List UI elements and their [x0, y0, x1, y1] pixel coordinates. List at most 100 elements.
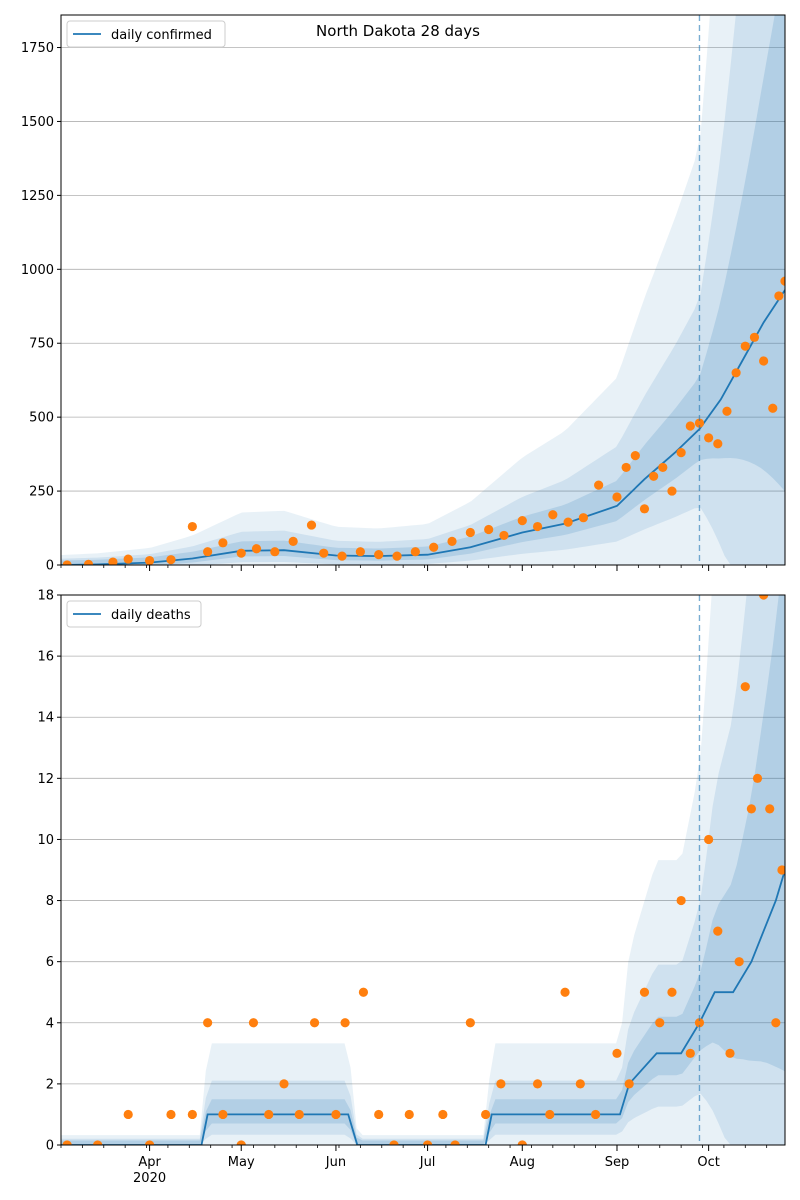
y-tick-label: 1750	[21, 41, 54, 56]
data-point	[294, 1109, 304, 1120]
data-point	[248, 1018, 259, 1028]
data-point	[517, 1140, 527, 1145]
data-point	[166, 555, 176, 565]
data-point	[218, 1109, 228, 1120]
data-point	[517, 516, 527, 526]
data-point	[694, 418, 705, 428]
data-point	[667, 987, 677, 997]
data-point	[319, 548, 329, 558]
data-point	[270, 547, 280, 557]
median-line	[61, 289, 785, 565]
data-point	[465, 1018, 475, 1028]
data-point	[655, 1018, 665, 1028]
data-point	[422, 1140, 433, 1145]
data-point	[685, 1048, 695, 1058]
data-point	[676, 448, 686, 458]
data-point	[713, 439, 723, 449]
confirmed-panel: 0 250 500 750 1000 1250 1500 1750 daily confirme…	[21, 14, 786, 574]
data-point	[337, 551, 347, 561]
data-point	[731, 368, 741, 378]
data-point	[279, 1079, 289, 1089]
data-point	[218, 538, 228, 548]
y-tick-label: 2	[46, 1077, 54, 1092]
data-point	[236, 1140, 246, 1145]
uncertainty-band-1	[61, 15, 785, 565]
data-point	[771, 1018, 781, 1028]
data-point	[144, 555, 155, 565]
data-point	[203, 1018, 213, 1028]
x-tick-label: Jun	[325, 1155, 346, 1170]
y-tick-label: 750	[29, 337, 54, 352]
legend: daily confirmed	[66, 20, 226, 48]
data-point	[759, 595, 769, 600]
data-point	[429, 542, 439, 552]
uncertainty-band-0	[61, 15, 785, 565]
data-point	[624, 1079, 634, 1089]
data-point	[594, 480, 604, 490]
y-tick-label: 500	[29, 411, 54, 426]
data-point	[575, 1079, 585, 1089]
data-point	[374, 1109, 384, 1120]
axes-frame	[60, 14, 786, 566]
data-point	[340, 1018, 350, 1028]
deaths-panel: 0 2 4 6 8 10 12 14 16 18 Apr May Jun Jul Aug Sep Oct 2020…	[37, 589, 786, 1186]
legend-label: daily deaths	[111, 608, 191, 623]
data-point	[450, 1140, 460, 1145]
uncertainty-band-0	[61, 595, 785, 1145]
data-point	[331, 1109, 341, 1120]
data-point	[752, 773, 763, 783]
axes-frame	[60, 594, 786, 1146]
data-point	[144, 1140, 155, 1145]
data-point	[740, 682, 750, 692]
y-tick-label: 10	[37, 833, 54, 848]
data-point	[780, 276, 785, 286]
data-point	[187, 1109, 197, 1120]
data-point	[713, 926, 723, 936]
data-point	[83, 559, 94, 565]
y-tick-label: 0	[46, 559, 54, 574]
legend: daily deaths	[66, 600, 202, 628]
data-point	[264, 1109, 274, 1120]
x-tick-label: Apr	[138, 1155, 161, 1170]
data-point	[532, 1079, 543, 1089]
data-point	[768, 403, 778, 413]
data-point	[639, 987, 650, 997]
data-point	[734, 957, 744, 967]
data-point	[560, 987, 570, 997]
plot-area	[61, 595, 785, 1145]
data-point	[410, 547, 420, 557]
y-tick-label: 14	[37, 711, 54, 726]
data-point	[481, 1109, 491, 1120]
y-tick-label: 16	[37, 650, 54, 665]
data-point	[484, 524, 494, 535]
data-point	[685, 421, 695, 431]
data-point	[774, 291, 784, 301]
y-tick-label: 1500	[21, 115, 54, 130]
data-point	[765, 804, 775, 814]
data-point	[389, 1140, 399, 1145]
data-point	[676, 895, 686, 906]
data-point	[62, 560, 72, 565]
data-point	[306, 520, 317, 530]
data-point	[374, 550, 384, 560]
legend-box	[66, 20, 226, 48]
data-point	[548, 510, 558, 520]
data-point	[251, 544, 262, 554]
data-point	[704, 433, 714, 443]
data-point	[578, 513, 588, 523]
y-tick-label: 18	[37, 589, 54, 604]
data-point	[187, 521, 197, 532]
y-tick-label: 0	[46, 1139, 54, 1154]
data-point	[532, 521, 543, 532]
data-point	[722, 406, 732, 416]
data-point	[639, 504, 650, 514]
data-point	[621, 462, 631, 473]
data-point	[612, 1048, 622, 1058]
y-tick-label: 250	[29, 485, 54, 500]
data-point	[496, 1079, 506, 1089]
data-point	[749, 332, 760, 342]
uncertainty-band-1	[61, 595, 785, 1145]
data-point	[694, 1018, 705, 1028]
data-point	[563, 517, 573, 527]
